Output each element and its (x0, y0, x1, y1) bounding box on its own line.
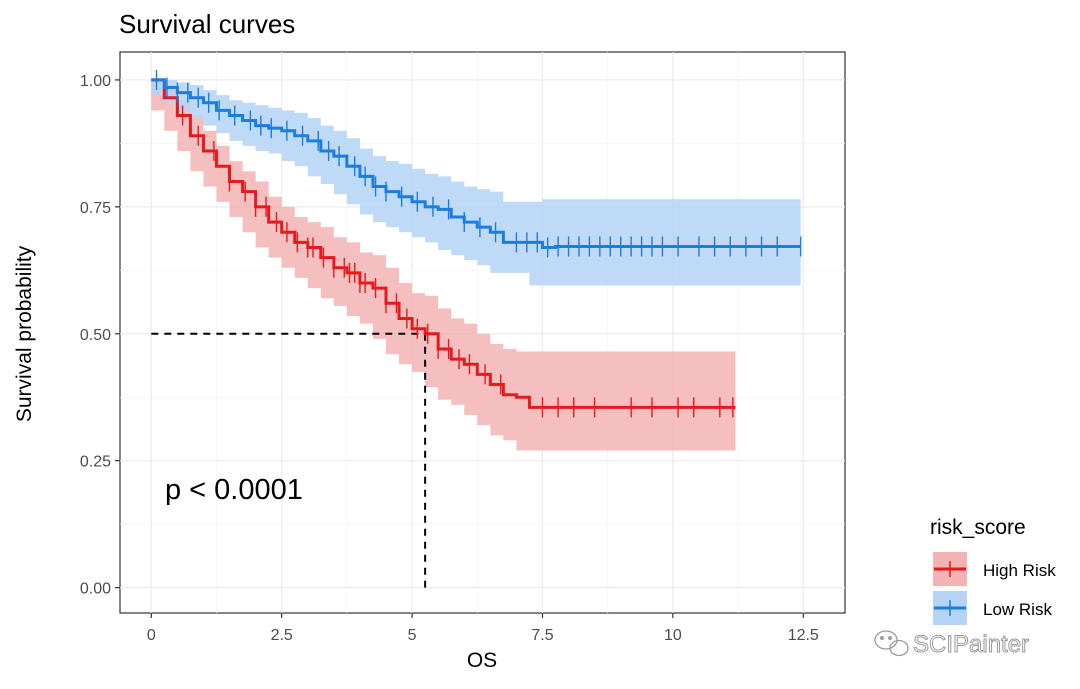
y-tick-label: 1.00 (80, 73, 111, 90)
legend: risk_score High Risk Low Risk (930, 516, 1056, 625)
legend-item-low-risk: Low Risk (933, 591, 1052, 625)
x-tick-label: 0 (147, 627, 156, 644)
y-axis-title: Survival probability (13, 245, 36, 422)
x-tick-label: 5 (408, 627, 417, 644)
p-value-annotation: p < 0.0001 (165, 474, 303, 506)
plot-panel-border (119, 51, 846, 614)
watermark: SCIPainter (874, 630, 1030, 659)
survival-line-low-risk (151, 78, 801, 249)
legend-title: risk_score (930, 516, 1026, 539)
y-tick-label: 0.25 (80, 454, 111, 471)
confidence-band-high-risk (151, 79, 736, 451)
legend-label-high-risk: High Risk (983, 561, 1056, 580)
watermark-text: SCIPainter (913, 631, 1029, 658)
confidence-bands (151, 79, 801, 451)
legend-item-high-risk: High Risk (933, 552, 1056, 586)
censor-marks (155, 69, 802, 418)
x-tick-label: 2.5 (271, 627, 293, 644)
x-tick-label: 7.5 (531, 627, 553, 644)
chart-title: Survival curves (119, 9, 295, 39)
x-axis-title: OS (467, 649, 497, 672)
survival-line-high-risk (151, 78, 736, 409)
confidence-band-low-risk (151, 79, 801, 286)
median-survival-lines (151, 332, 427, 588)
x-tick-label: 12.5 (788, 627, 819, 644)
axis-ticks: 0 2.5 5 7.5 10 12.5 0.00 0.25 0.50 0.75 1.00 (80, 73, 819, 644)
y-tick-label: 0.75 (80, 200, 111, 217)
survival-curves (151, 78, 801, 409)
x-tick-label: 10 (664, 627, 682, 644)
legend-label-low-risk: Low Risk (983, 600, 1052, 619)
y-tick-label: 0.00 (80, 581, 111, 598)
wechat-icon (874, 630, 909, 657)
y-tick-label: 0.50 (80, 327, 111, 344)
